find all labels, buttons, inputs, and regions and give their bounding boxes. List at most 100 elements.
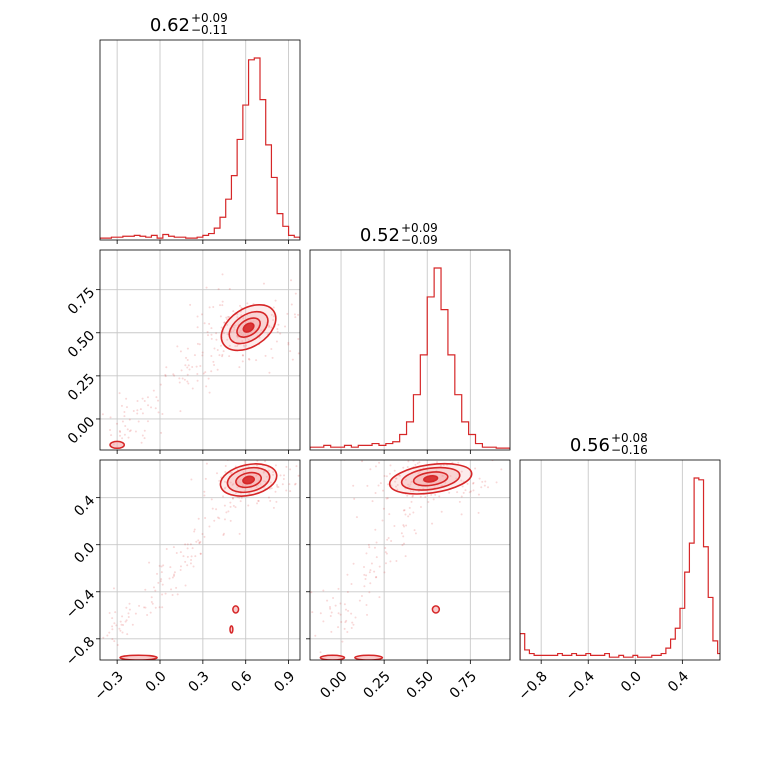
sample-point xyxy=(403,509,406,512)
sample-point xyxy=(474,467,477,470)
sample-point xyxy=(241,360,244,363)
sample-point xyxy=(118,627,121,630)
sample-point xyxy=(378,565,381,568)
sample-point xyxy=(272,315,275,318)
sample-point xyxy=(286,312,289,315)
sample-point xyxy=(291,639,293,641)
sample-point xyxy=(330,611,333,614)
sample-point xyxy=(375,556,378,559)
sample-point xyxy=(283,474,286,477)
sample-point xyxy=(188,368,191,371)
sample-point xyxy=(201,533,204,536)
sample-point xyxy=(290,279,293,282)
sample-point xyxy=(408,513,411,516)
sample-point xyxy=(238,532,241,535)
sample-point xyxy=(297,352,300,355)
sample-point xyxy=(197,517,200,520)
sample-point xyxy=(179,565,182,568)
sample-point xyxy=(218,517,221,520)
sample-point xyxy=(215,508,218,511)
sample-point xyxy=(232,330,235,333)
sample-point xyxy=(143,400,146,403)
sample-point xyxy=(222,332,225,335)
sample-point xyxy=(164,592,167,595)
sample-point xyxy=(319,612,322,615)
sample-point xyxy=(152,586,155,589)
sample-point xyxy=(270,313,273,316)
sample-point xyxy=(402,509,405,512)
sample-point xyxy=(229,501,232,504)
sample-point xyxy=(402,542,405,545)
sample-point xyxy=(241,354,244,357)
sample-point xyxy=(412,490,415,493)
sample-point xyxy=(279,332,282,335)
sample-point xyxy=(146,613,149,616)
histogram-step-line xyxy=(310,267,510,449)
sample-point xyxy=(290,303,293,306)
sample-point xyxy=(258,336,261,339)
sample-point xyxy=(500,468,503,471)
x-tick-label: 0.00 xyxy=(317,668,350,701)
sample-point xyxy=(407,483,410,486)
sample-point xyxy=(264,354,267,357)
sample-point xyxy=(186,347,189,350)
sample-point xyxy=(154,589,157,592)
sample-point xyxy=(411,494,414,497)
sample-point xyxy=(462,491,465,494)
sample-point xyxy=(200,313,203,316)
sample-point xyxy=(346,573,349,576)
sample-point xyxy=(106,634,109,637)
sample-point xyxy=(275,500,278,503)
sample-point xyxy=(257,479,260,482)
sample-point xyxy=(205,385,208,388)
sample-point xyxy=(134,430,137,433)
sample-point xyxy=(233,326,236,329)
sample-point xyxy=(263,480,266,483)
panel-title-upper: +0.08 xyxy=(611,431,648,445)
sample-point xyxy=(242,333,245,336)
sample-point xyxy=(203,494,206,497)
sample-point xyxy=(379,482,382,485)
sample-point xyxy=(312,317,314,319)
sample-point xyxy=(444,476,447,479)
sample-point xyxy=(186,547,189,550)
sample-point xyxy=(267,496,270,499)
sample-point xyxy=(186,380,189,383)
sample-point xyxy=(109,416,112,419)
sample-point xyxy=(115,624,118,627)
sample-point xyxy=(219,304,222,307)
sample-point xyxy=(388,472,391,475)
sample-point xyxy=(246,302,249,305)
sample-point xyxy=(218,354,221,357)
sample-point xyxy=(157,411,160,414)
sample-point xyxy=(190,478,193,481)
sample-point xyxy=(207,377,210,380)
sample-point xyxy=(468,491,471,494)
sample-point xyxy=(212,305,215,308)
sample-point xyxy=(405,524,408,527)
sample-point xyxy=(247,357,250,360)
sample-point xyxy=(208,525,211,528)
sample-point xyxy=(127,616,130,619)
sample-point xyxy=(186,373,189,376)
sample-point xyxy=(267,469,270,472)
sample-point xyxy=(247,333,250,336)
sample-point xyxy=(384,551,387,554)
sample-point xyxy=(208,322,211,325)
sample-point xyxy=(173,574,176,577)
sample-point xyxy=(226,338,229,341)
sample-point xyxy=(129,429,132,432)
sample-point xyxy=(365,574,368,577)
sample-point xyxy=(244,462,247,465)
sample-point xyxy=(219,344,222,347)
sample-point xyxy=(111,628,114,631)
sample-point xyxy=(322,620,325,623)
sample-point xyxy=(257,500,260,503)
sample-point xyxy=(395,485,398,488)
sample-point xyxy=(150,406,153,409)
sample-point xyxy=(352,484,355,487)
sample-point xyxy=(102,636,105,639)
sample-point xyxy=(353,497,356,500)
sample-point xyxy=(141,397,144,400)
sample-point xyxy=(370,562,373,565)
